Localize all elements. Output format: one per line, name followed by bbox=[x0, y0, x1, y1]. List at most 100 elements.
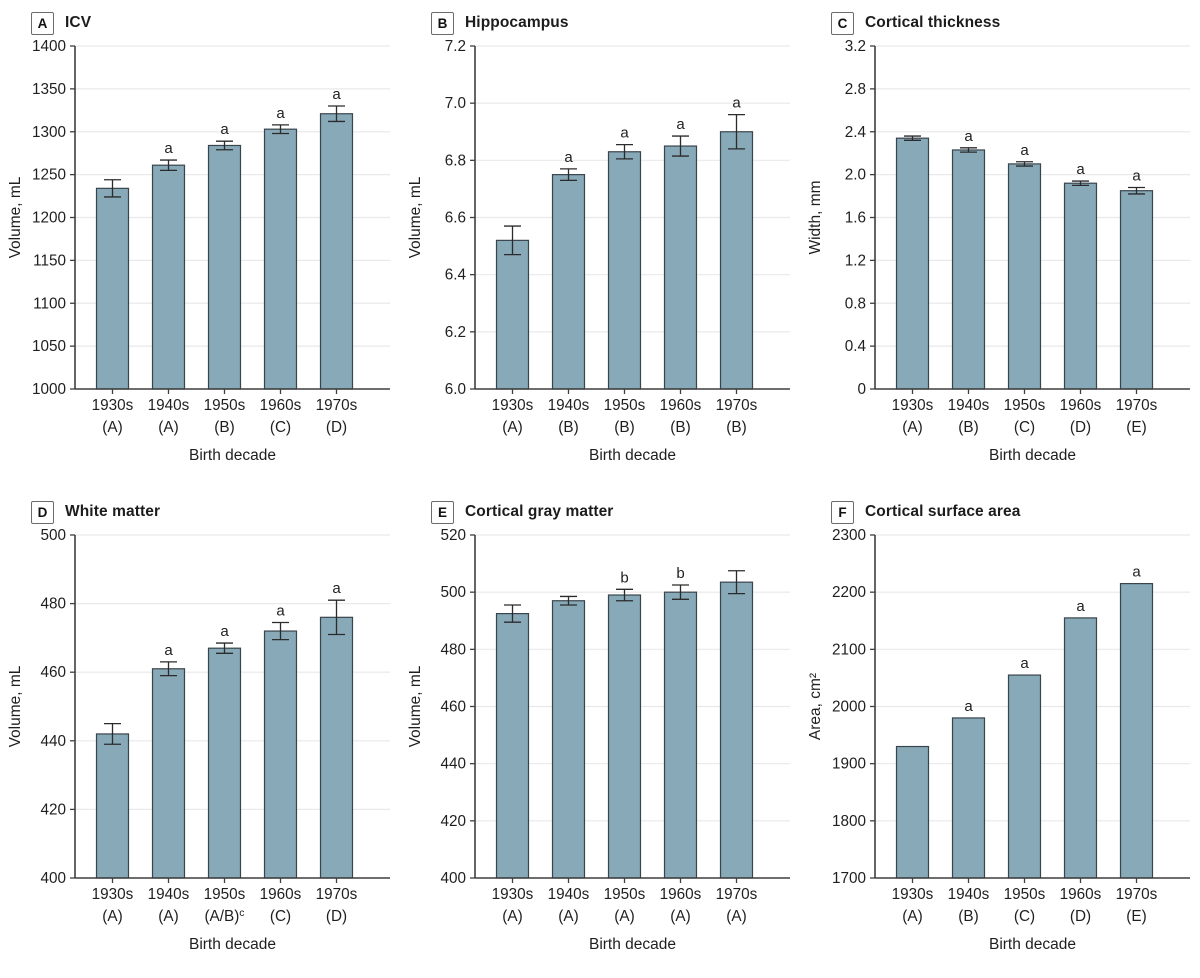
panel-b-header: B Hippocampus bbox=[431, 10, 800, 36]
bar-1950s bbox=[207, 647, 242, 879]
x-category-label-1970s: 1970s bbox=[316, 397, 358, 414]
x-cohort-label-1930s: (A) bbox=[102, 419, 122, 436]
y-tick-label: 440 bbox=[40, 733, 66, 750]
sig-letter-1970s: a bbox=[1132, 167, 1141, 184]
x-axis-title: Birth decade bbox=[589, 936, 676, 953]
y-tick-label: 1400 bbox=[32, 38, 66, 55]
panel-c-header: C Cortical thickness bbox=[831, 10, 1200, 36]
y-tick-label: 6.4 bbox=[445, 267, 467, 284]
x-cohort-label-1950s: (B) bbox=[614, 419, 634, 436]
x-cohort-label-1960s: (A) bbox=[670, 908, 690, 925]
x-category-label-1960s: 1960s bbox=[1060, 397, 1102, 414]
panel-a-letter-badge: A bbox=[31, 11, 54, 35]
error-bar-1940s bbox=[560, 595, 577, 606]
y-tick-label: 500 bbox=[440, 584, 466, 601]
panel-d-letter-badge: D bbox=[31, 500, 54, 524]
y-tick-label: 2.0 bbox=[845, 167, 866, 184]
y-axis-title: Area, cm² bbox=[807, 673, 824, 740]
x-cohort-label-1930s: (A) bbox=[902, 419, 922, 436]
y-tick-label: 460 bbox=[440, 699, 466, 716]
panel-b-letter-badge: B bbox=[431, 11, 454, 35]
error-bar-1950s bbox=[216, 140, 233, 151]
sig-letter-1970s: a bbox=[332, 86, 341, 103]
y-axis-title: Volume, mL bbox=[407, 176, 424, 258]
error-bar-1930s bbox=[104, 179, 121, 198]
y-tick-label: 7.2 bbox=[445, 38, 466, 55]
bar-1960s bbox=[1063, 182, 1098, 390]
x-category-label-1970s: 1970s bbox=[316, 886, 358, 903]
error-bar-1930s bbox=[104, 722, 121, 745]
x-category-label-1970s: 1970s bbox=[716, 886, 758, 903]
sig-letter-1950s: a bbox=[620, 125, 629, 142]
x-category-label-1970s: 1970s bbox=[1116, 397, 1158, 414]
x-category-label-1960s: 1960s bbox=[660, 397, 702, 414]
x-category-label-1950s: 1950s bbox=[604, 886, 646, 903]
x-category-label-1970s: 1970s bbox=[716, 397, 758, 414]
x-category-label-1970s: 1970s bbox=[1116, 886, 1158, 903]
y-tick-label: 400 bbox=[440, 870, 466, 887]
bar-1950s bbox=[607, 594, 642, 879]
x-cohort-label-1930s: (A) bbox=[502, 419, 522, 436]
y-tick-label: 2200 bbox=[832, 584, 866, 601]
panel-c-title: Cortical thickness bbox=[865, 14, 1001, 31]
bar-1930s bbox=[495, 239, 530, 390]
y-tick-label: 420 bbox=[40, 801, 66, 818]
sig-letter-1970s: a bbox=[332, 580, 341, 597]
error-bar-1930s bbox=[504, 225, 521, 256]
sig-letter-1950s: a bbox=[220, 121, 229, 138]
sig-letter-1960s: a bbox=[676, 116, 685, 133]
bar-1960s bbox=[1063, 617, 1098, 879]
panel-c-chart: a a a a 0 0.4 0.8 1.2 1.6 2.0 2.4 2.8 3.2 1930s (A) 194… bbox=[800, 38, 1200, 483]
x-axis-title: Birth decade bbox=[989, 936, 1076, 953]
x-category-label-1940s: 1940s bbox=[148, 886, 190, 903]
panel-b-title: Hippocampus bbox=[465, 14, 569, 31]
bar-1960s bbox=[663, 591, 698, 879]
error-bar-1960s bbox=[272, 621, 289, 641]
bar-1970s bbox=[319, 113, 354, 390]
error-bar-1950s bbox=[1016, 161, 1033, 167]
bar-chart-B: a a a a 6.0 6.2 6.4 6.6 6.8 7.0 7.2 1930s (A) 1940s (B… bbox=[407, 38, 790, 464]
x-cohort-label-1930s: (A) bbox=[102, 908, 122, 925]
x-cohort-label-1970s: (B) bbox=[726, 419, 746, 436]
bar-1950s bbox=[207, 144, 242, 390]
bar-chart-D: a a a a 400 420 440 460 480 500 1930s (A) 1940s (A) 19… bbox=[7, 527, 390, 953]
y-tick-label: 7.0 bbox=[445, 95, 466, 112]
bar-1940s bbox=[551, 600, 586, 879]
y-tick-label: 1700 bbox=[832, 870, 866, 887]
x-axis-title: Birth decade bbox=[589, 447, 676, 464]
bar-1940s bbox=[551, 174, 586, 390]
sig-letter-1940s: a bbox=[564, 149, 573, 166]
x-category-label-1950s: 1950s bbox=[1004, 886, 1046, 903]
y-axis-title: Volume, mL bbox=[7, 665, 24, 747]
sig-letter-1970s: a bbox=[732, 95, 741, 112]
error-bar-1930s bbox=[504, 604, 521, 623]
y-tick-label: 520 bbox=[440, 527, 466, 544]
x-axis-title: Birth decade bbox=[989, 447, 1076, 464]
error-bar-1970s bbox=[728, 570, 745, 595]
bar-chart-C: a a a a 0 0.4 0.8 1.2 1.6 2.0 2.4 2.8 3.2 1930s (A) 194… bbox=[807, 38, 1190, 464]
sig-letter-1950s: b bbox=[620, 569, 628, 586]
x-cohort-label-1940s: (A) bbox=[158, 419, 178, 436]
x-cohort-label-1940s: (B) bbox=[958, 419, 978, 436]
y-tick-label: 1050 bbox=[32, 338, 66, 355]
x-cohort-label-1940s: (B) bbox=[958, 908, 978, 925]
x-category-label-1960s: 1960s bbox=[1060, 886, 1102, 903]
panel-b-hippocampus: B Hippocampus a a a a 6.0 6.2 6.4 6.6 6.8 7.0 7.2 1… bbox=[400, 0, 800, 489]
y-axis-title: Volume, mL bbox=[7, 176, 24, 258]
sig-letter-1940s: a bbox=[964, 128, 973, 145]
y-tick-label: 1.6 bbox=[845, 210, 866, 227]
x-cohort-label-1960s: (D) bbox=[1070, 419, 1091, 436]
panel-c-letter-badge: C bbox=[831, 11, 854, 35]
panel-a-title: ICV bbox=[65, 14, 92, 31]
x-cohort-label-1960s: (C) bbox=[270, 419, 291, 436]
x-category-label-1950s: 1950s bbox=[604, 397, 646, 414]
bar-1940s bbox=[151, 164, 186, 390]
x-cohort-label-1970s: (E) bbox=[1126, 908, 1146, 925]
panel-d-title: White matter bbox=[65, 503, 161, 520]
bar-1960s bbox=[263, 128, 298, 390]
error-bar-1940s bbox=[160, 159, 177, 171]
x-category-label-1940s: 1940s bbox=[548, 886, 590, 903]
x-category-label-1940s: 1940s bbox=[148, 397, 190, 414]
y-tick-label: 480 bbox=[40, 596, 66, 613]
